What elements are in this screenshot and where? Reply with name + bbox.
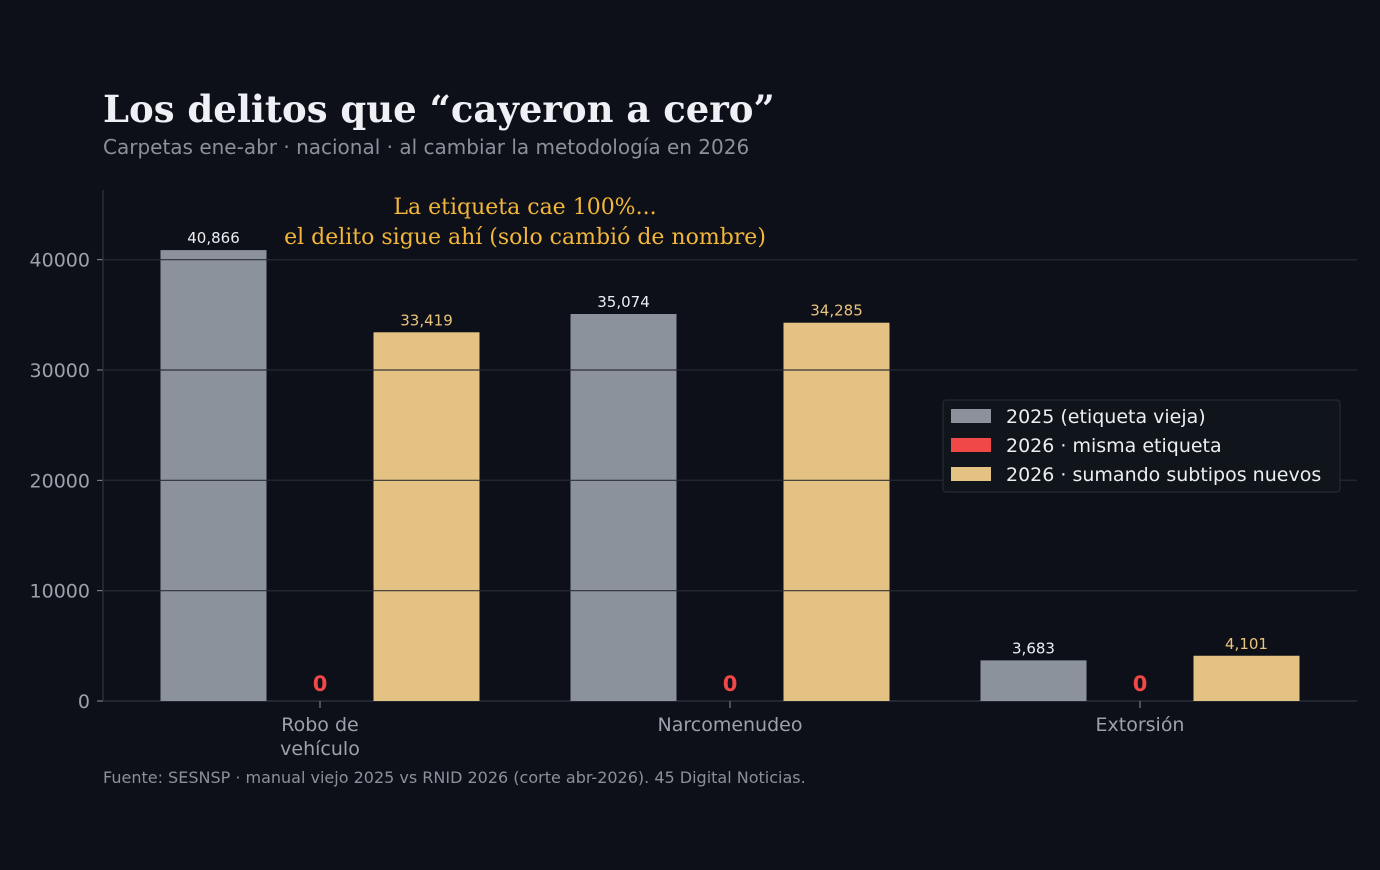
annotation-line-1: La etiqueta cae 100%... <box>393 195 656 220</box>
value-label: 0 <box>1133 672 1148 696</box>
legend-label: 2026 · misma etiqueta <box>1006 435 1222 457</box>
legend-swatch <box>951 409 991 423</box>
y-tick-label: 20000 <box>30 470 90 492</box>
bar <box>783 322 890 701</box>
value-label: 34,285 <box>810 302 863 320</box>
annotation-line-2: el delito sigue ahí (solo cambió de nomb… <box>284 225 766 250</box>
chart-subtitle: Carpetas ene-abr · nacional · al cambiar… <box>103 135 749 159</box>
bar <box>570 314 677 701</box>
value-label: 4,101 <box>1225 635 1268 653</box>
value-label: 40,866 <box>187 229 240 247</box>
bar <box>373 332 480 701</box>
source-note: Fuente: SESNSP · manual viejo 2025 vs RN… <box>103 768 806 787</box>
y-tick-label: 0 <box>78 691 90 713</box>
legend-swatch <box>951 467 991 481</box>
legend-swatch <box>951 438 991 452</box>
legend: 2025 (etiqueta vieja) 2026 · misma etique… <box>942 399 1341 493</box>
chart-title: Los delitos que “cayeron a cero” <box>103 87 775 131</box>
value-label: 0 <box>313 672 328 696</box>
bars <box>160 250 1300 701</box>
x-tick-label: vehículo <box>280 738 360 760</box>
bar <box>160 250 267 701</box>
value-label: 3,683 <box>1012 639 1055 657</box>
y-tick-label: 10000 <box>30 581 90 603</box>
value-label: 35,074 <box>597 293 650 311</box>
bar <box>1193 655 1300 701</box>
legend-box <box>942 399 1341 493</box>
y-tick-label: 30000 <box>30 360 90 382</box>
legend-label: 2026 · sumando subtipos nuevos <box>1006 464 1321 486</box>
x-tick-label: Narcomenudeo <box>658 714 803 736</box>
x-tick-label: Robo de <box>281 714 358 736</box>
bar <box>980 660 1087 701</box>
value-label: 33,419 <box>400 311 453 329</box>
value-label: 0 <box>723 672 738 696</box>
y-tick-label: 40000 <box>30 250 90 272</box>
x-tick-label: Extorsión <box>1096 714 1185 736</box>
legend-label: 2025 (etiqueta vieja) <box>1006 406 1206 428</box>
